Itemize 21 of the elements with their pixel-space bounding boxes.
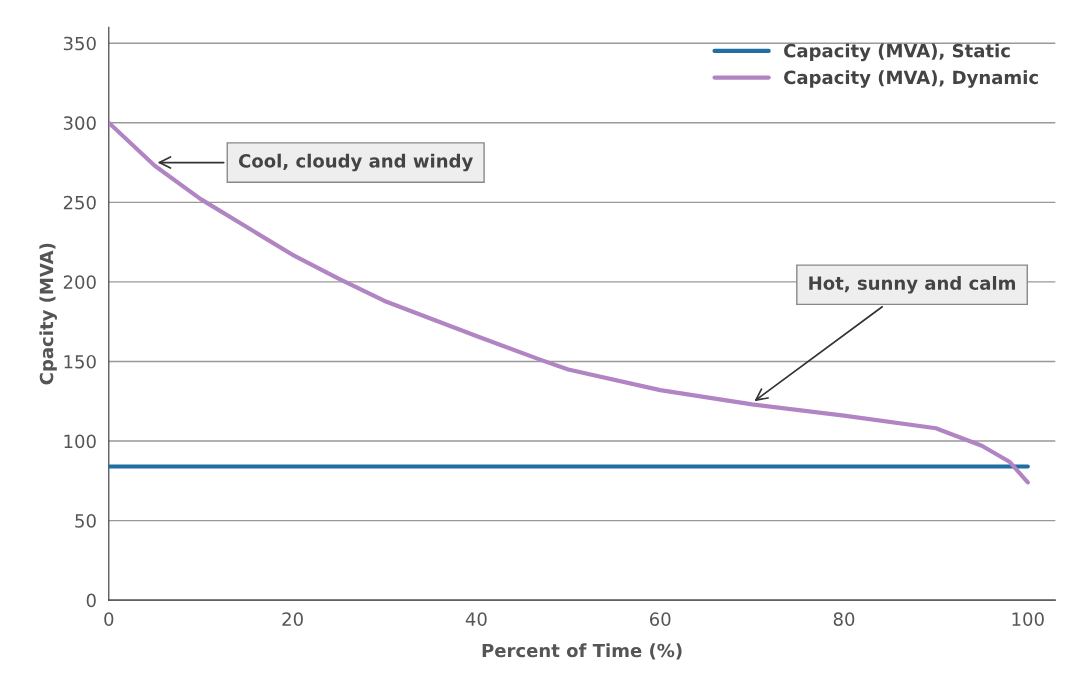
y-tick-label: 300 (63, 116, 96, 130)
x-tick-label: 40 (465, 612, 487, 626)
y-tick-label: 200 (63, 275, 96, 290)
annotation: Cool, cloudy and windy (238, 153, 473, 172)
legend-label: Capacity (MVA), Dynamic (784, 70, 1038, 88)
annotation: Hot, sunny and calm (809, 275, 1016, 294)
x-axis-title: Percent of Time (%) (482, 643, 682, 660)
legend-label: Capacity (MVA), Static (784, 43, 1010, 62)
y-tick-label: 100 (64, 434, 96, 449)
y-tick-label: 50 (75, 514, 96, 528)
x-tick-label: 60 (649, 612, 671, 626)
y-axis-title: Cpacity (MVA) (39, 243, 57, 385)
x-tick-label: 20 (282, 612, 303, 626)
line-series (108, 120, 1030, 485)
x-tick-label: 100 (1012, 612, 1044, 626)
x-tick-label: 80 (833, 612, 855, 626)
y-tick-label: 250 (63, 195, 96, 210)
x-tick-label: 0 (104, 612, 114, 626)
y-tick-label: 0 (86, 593, 96, 608)
y-tick-label: 350 (63, 36, 96, 51)
y-tick-label: 150 (64, 354, 96, 369)
